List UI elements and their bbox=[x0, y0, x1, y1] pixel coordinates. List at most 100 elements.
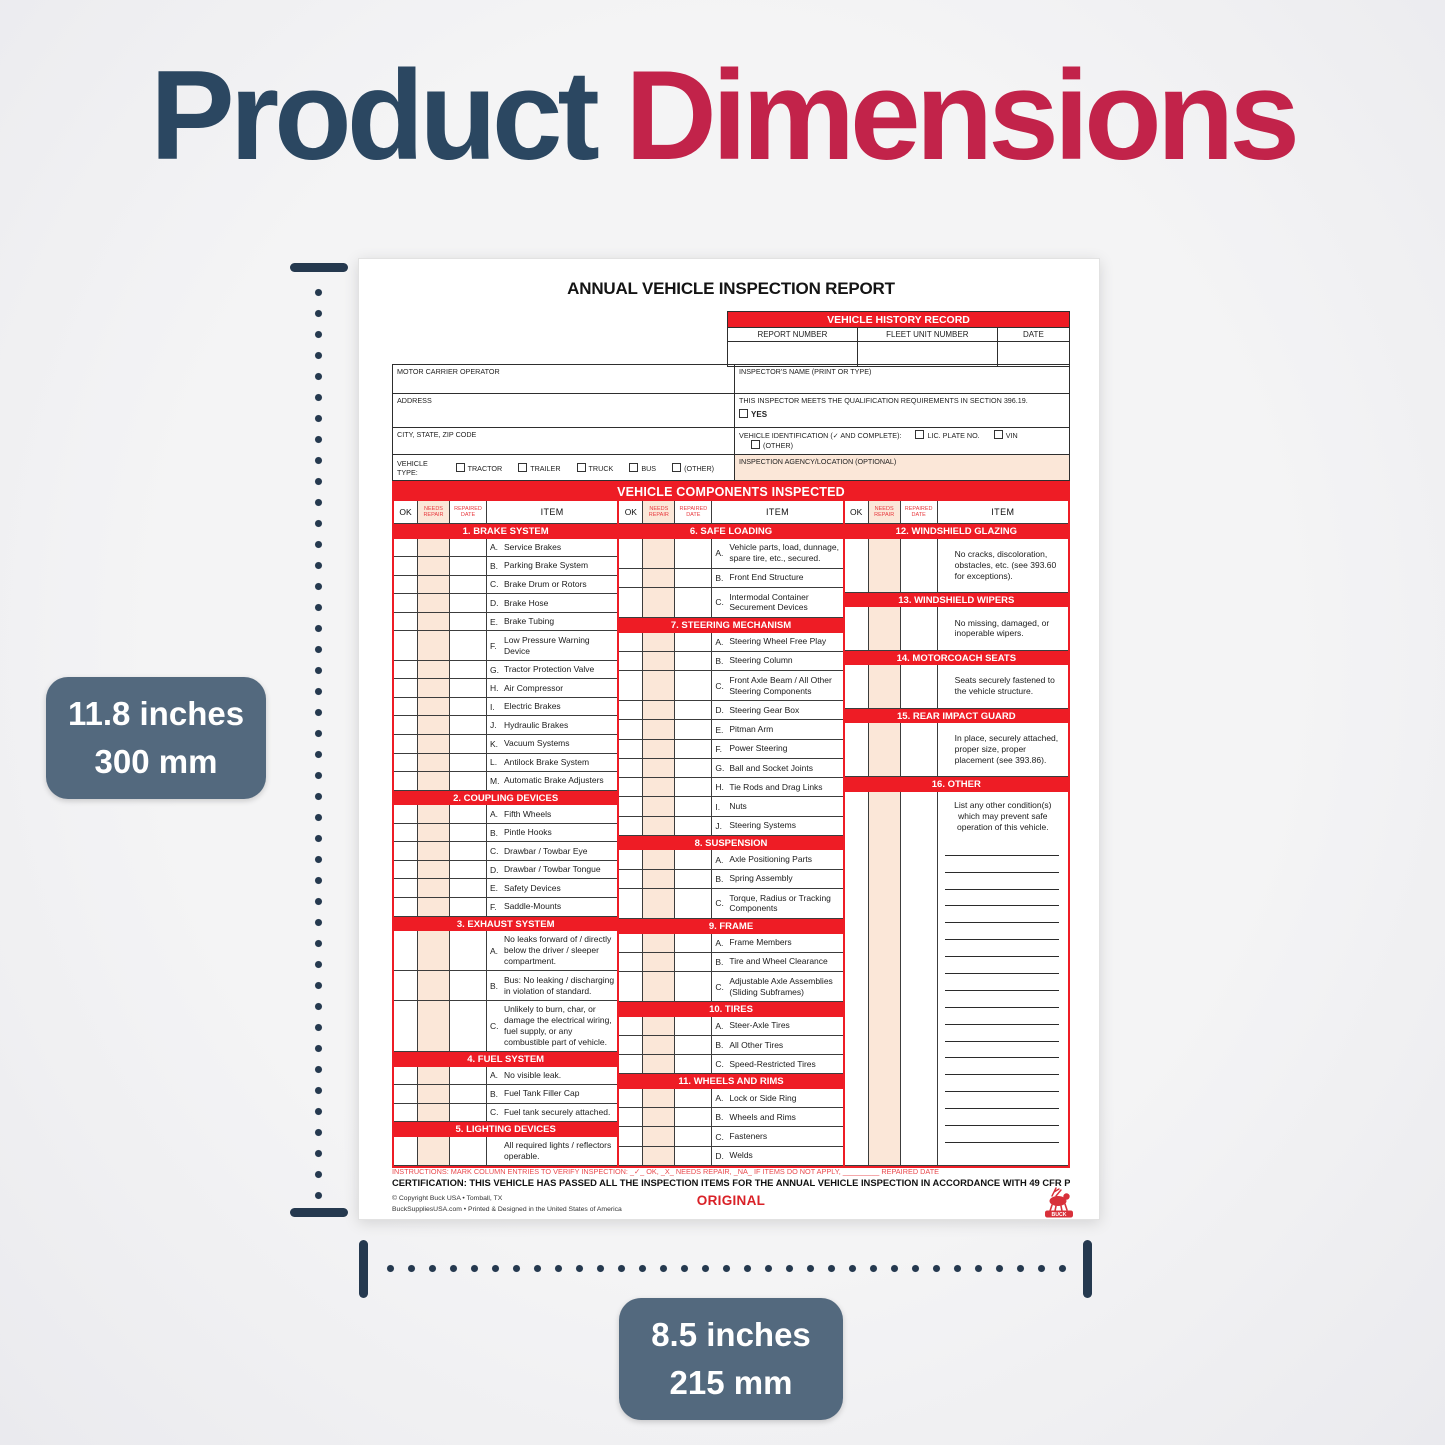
ok-cell bbox=[619, 933, 644, 952]
repaired-date-cell bbox=[901, 665, 938, 708]
repaired-date-cell bbox=[675, 568, 713, 587]
needs-repair-cell bbox=[643, 1088, 676, 1108]
inspection-row: A. Steering Wheel Free Play bbox=[619, 632, 843, 652]
date-cell bbox=[996, 341, 1069, 366]
repaired-date-cell bbox=[675, 1088, 713, 1108]
ok-cell bbox=[394, 660, 418, 679]
inspection-row: B. Spring Assembly bbox=[619, 869, 843, 889]
item-text: Frame Members bbox=[729, 937, 792, 948]
item-letter: A. bbox=[715, 1093, 724, 1103]
needs-repair-cell bbox=[643, 797, 676, 816]
inspection-row: B. Steering Column bbox=[619, 651, 843, 671]
needs-repair-cell bbox=[643, 888, 676, 918]
item-cell: I. Nuts bbox=[712, 797, 842, 815]
repaired-date-cell bbox=[450, 1136, 487, 1166]
needs-repair-cell bbox=[643, 1108, 676, 1127]
repaired-date-cell bbox=[675, 1016, 713, 1035]
ok-cell bbox=[619, 888, 644, 918]
needs-repair-cell bbox=[643, 1016, 676, 1035]
width-inches-value: 8.5 inches bbox=[651, 1316, 811, 1354]
qualification-field: THIS INSPECTOR MEETS THE QUALIFICATION R… bbox=[735, 394, 1069, 428]
write-in-line bbox=[944, 973, 1059, 975]
ok-cell bbox=[619, 1016, 644, 1035]
section-header: 14. MOTORCOACH SEATS bbox=[844, 650, 1068, 666]
repaired-date-cell bbox=[675, 797, 713, 816]
item-cell: B. Bus: No leaking / discharging in viola… bbox=[487, 971, 617, 999]
item-letter: K. bbox=[490, 738, 499, 749]
needs-repair-cell bbox=[418, 805, 450, 823]
inspection-row: B. Fuel Tank Filler Cap bbox=[394, 1085, 618, 1104]
inspection-row: D. Brake Hose bbox=[394, 594, 618, 613]
ok-cell bbox=[619, 797, 644, 816]
item-cell: A. Service Brakes bbox=[487, 539, 617, 557]
form-content: ANNUAL VEHICLE INSPECTION REPORT VEHICLE… bbox=[392, 259, 1073, 1219]
item-cell: B. Parking Brake System bbox=[487, 557, 617, 575]
item-letter: D. bbox=[490, 864, 499, 875]
item-cell: B. Steering Column bbox=[712, 652, 842, 670]
ok-cell bbox=[394, 612, 418, 631]
height-mm-value: 300 mm bbox=[94, 743, 218, 780]
item-cell: A. Steering Wheel Free Play bbox=[712, 633, 842, 651]
components-table-title: VEHICLE COMPONENTS INSPECTED bbox=[394, 483, 1068, 501]
repaired-date-cell bbox=[450, 716, 487, 734]
repaired-date-cell bbox=[901, 791, 938, 1165]
certification-line: CERTIFICATION: THIS VEHICLE HAS PASSED A… bbox=[392, 1177, 1070, 1188]
inspection-row: K. Vacuum Systems bbox=[394, 735, 618, 754]
ok-cell bbox=[394, 594, 418, 612]
repaired-date-cell bbox=[450, 575, 487, 594]
item-letter: M. bbox=[490, 775, 500, 786]
item-cell: D. Brake Hose bbox=[487, 594, 617, 612]
needs-repair-cell bbox=[643, 1146, 676, 1165]
width-dimension-left-cap bbox=[359, 1240, 368, 1298]
repaired-date-cell bbox=[450, 557, 487, 575]
component-column-2: OK NEEDS REPAIR REPAIRED DATE ITEM 6. SAFE L… bbox=[619, 501, 845, 1166]
section-header: 1. BRAKE SYSTEM bbox=[394, 524, 618, 539]
column-header-row: OK NEEDS REPAIR REPAIRED DATE ITEM bbox=[394, 501, 618, 524]
repaired-date-cell bbox=[450, 931, 487, 971]
repaired-date-cell bbox=[450, 860, 487, 879]
repaired-date-cell bbox=[450, 971, 487, 1000]
item-text: Steering Wheel Free Play bbox=[729, 636, 827, 647]
item-cell: No cracks, discoloration, obstacles, etc… bbox=[938, 539, 1068, 592]
needs-repair-cell bbox=[643, 739, 676, 758]
item-text: Seats securely fastened to the vehicle s… bbox=[954, 675, 1055, 697]
needs-repair-cell bbox=[418, 772, 450, 790]
section-header: 8. SUSPENSION bbox=[619, 835, 843, 851]
repaired-date-cell bbox=[675, 972, 713, 1002]
item-text: Intermodal Container Securement Devices bbox=[729, 591, 809, 613]
item-text: Service Brakes bbox=[504, 541, 562, 552]
ok-cell bbox=[394, 538, 418, 557]
item-letter: A. bbox=[490, 542, 499, 553]
needs-repair-cell bbox=[643, 632, 676, 651]
needs-repair-cell bbox=[643, 1127, 676, 1146]
ok-header: OK bbox=[394, 501, 418, 523]
ok-cell bbox=[394, 898, 418, 916]
item-letter: G. bbox=[490, 664, 499, 675]
item-text: Welds bbox=[729, 1150, 753, 1161]
item-text: Safety Devices bbox=[504, 882, 561, 893]
repaired-date-cell bbox=[675, 888, 713, 918]
inspection-row: H. Tie Rods and Drag Links bbox=[619, 778, 843, 798]
needs-repair-cell bbox=[418, 879, 450, 897]
item-text: Bus: No leaking / discharging in violati… bbox=[504, 974, 615, 996]
needs-repair-cell bbox=[418, 898, 450, 916]
inspection-row: I. Electric Brakes bbox=[394, 697, 618, 717]
item-text: Saddle-Mounts bbox=[504, 901, 562, 912]
vehicle-history-table: VEHICLE HISTORY RECORD REPORT NUMBER FLE… bbox=[727, 311, 1070, 367]
item-letter: D. bbox=[715, 1150, 724, 1161]
item-cell: K. Vacuum Systems bbox=[487, 735, 617, 753]
repaired-date-cell bbox=[450, 631, 487, 660]
write-in-line bbox=[944, 1074, 1059, 1076]
inspection-row: C. Front Axle Beam / All Other Steering C… bbox=[619, 671, 843, 702]
item-cell: J. Hydraulic Brakes bbox=[487, 716, 617, 734]
repaired-date-cell bbox=[901, 538, 938, 592]
item-cell: In place, securely attached, proper size… bbox=[938, 723, 1068, 776]
other-section-row: List any other condition(s) which may pr… bbox=[844, 791, 1068, 1166]
inspection-row: In place, securely attached, proper size… bbox=[844, 723, 1068, 778]
item-text: Brake Tubing bbox=[504, 616, 555, 627]
ok-cell bbox=[394, 735, 418, 753]
repaired-date-cell bbox=[675, 632, 713, 651]
ok-cell bbox=[394, 805, 418, 823]
item-text: All required lights / reflectors operabl… bbox=[504, 1140, 612, 1161]
